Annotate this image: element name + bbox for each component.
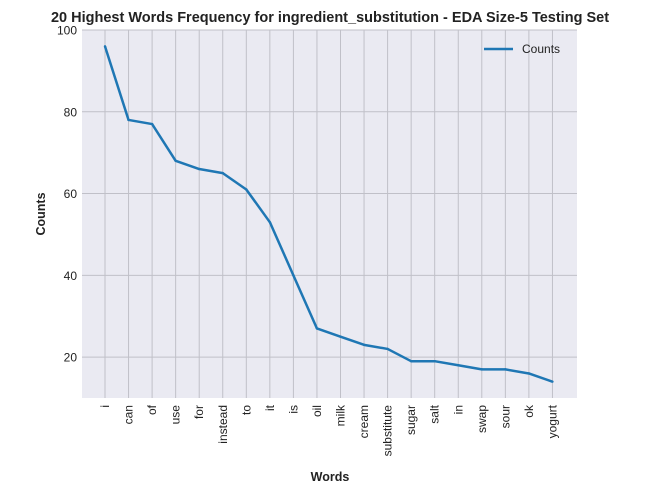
y-tick-label: 80 <box>64 105 78 119</box>
y-axis-ticks: 20 40 60 80 100 <box>57 24 77 365</box>
x-tick-label: cream <box>357 405 371 438</box>
y-tick-label: 100 <box>57 24 77 38</box>
x-tick-label: of <box>145 404 159 415</box>
x-tick-label: ok <box>522 404 536 418</box>
grid <box>82 29 577 398</box>
x-tick-label: sour <box>498 405 512 428</box>
data-point <box>127 118 130 122</box>
x-tick-label: yogurt <box>545 404 559 438</box>
data-point <box>551 380 554 383</box>
x-axis-ticks: i can of use for instead to it is oil milk cream sub… <box>98 404 559 456</box>
data-point <box>268 220 272 224</box>
y-tick-label: 20 <box>64 351 78 365</box>
x-tick-label: milk <box>334 404 348 426</box>
legend-label-counts: Counts <box>522 42 560 56</box>
y-axis-label: Counts <box>34 192 48 235</box>
x-tick-label: for <box>192 405 206 419</box>
x-tick-label: is <box>286 405 300 414</box>
x-tick-label: to <box>239 405 253 415</box>
chart-title: 20 Highest Words Frequency for ingredien… <box>51 10 609 26</box>
x-tick-label: use <box>169 405 183 425</box>
y-tick-label: 40 <box>64 269 78 283</box>
data-point <box>103 45 107 48</box>
data-point <box>433 360 436 363</box>
x-tick-label: can <box>122 405 136 424</box>
plot-area <box>82 30 577 398</box>
y-tick-label: 60 <box>64 187 78 201</box>
data-point <box>362 343 366 347</box>
data-point <box>221 171 224 175</box>
x-tick-label: instead <box>216 405 230 444</box>
series-line-counts <box>103 45 553 383</box>
data-point <box>409 360 413 363</box>
x-tick-label: swap <box>475 405 489 433</box>
data-point <box>245 188 248 191</box>
x-tick-label: substitute <box>381 405 395 457</box>
x-tick-label: it <box>263 404 277 411</box>
x-axis-label: Words <box>311 470 350 484</box>
data-point <box>174 159 177 163</box>
data-point <box>504 368 507 371</box>
data-point <box>457 364 460 367</box>
data-point <box>480 368 483 371</box>
data-point <box>339 335 342 338</box>
x-tick-label: salt <box>428 404 442 423</box>
x-tick-label: oil <box>310 405 324 417</box>
legend: Counts <box>484 42 560 56</box>
x-tick-label: sugar <box>404 405 418 435</box>
data-point <box>150 122 154 126</box>
x-tick-label: i <box>98 405 112 408</box>
data-point <box>292 274 295 277</box>
series-layer <box>103 45 554 383</box>
data-point <box>527 372 531 375</box>
data-point <box>198 167 201 171</box>
x-tick-label: in <box>451 405 465 414</box>
data-point <box>315 327 319 330</box>
data-point <box>386 347 389 351</box>
